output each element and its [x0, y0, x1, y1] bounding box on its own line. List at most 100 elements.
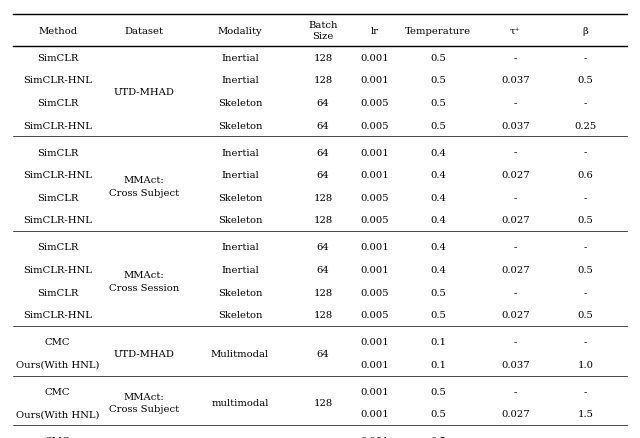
Text: -: - — [584, 288, 588, 297]
Text: 0.4: 0.4 — [431, 171, 447, 180]
Text: Ours(With HNL): Ours(With HNL) — [16, 410, 99, 419]
Text: SimCLR-HNL: SimCLR-HNL — [23, 121, 92, 131]
Text: 0.1: 0.1 — [431, 337, 447, 346]
Text: 0.4: 0.4 — [431, 148, 447, 157]
Text: 0.5: 0.5 — [431, 99, 446, 108]
Text: -: - — [513, 288, 517, 297]
Text: SimCLR-HNL: SimCLR-HNL — [23, 216, 92, 225]
Text: 64: 64 — [317, 99, 330, 108]
Text: 0.4: 0.4 — [431, 216, 447, 225]
Text: Skeleton: Skeleton — [218, 193, 262, 202]
Text: Skeleton: Skeleton — [218, 216, 262, 225]
Text: -: - — [584, 99, 588, 108]
Text: 0.5: 0.5 — [431, 121, 446, 131]
Text: 0.5: 0.5 — [431, 436, 446, 438]
Text: 128: 128 — [314, 193, 333, 202]
Text: lr: lr — [371, 27, 378, 35]
Text: 0.5: 0.5 — [578, 311, 593, 320]
Text: SimCLR-HNL: SimCLR-HNL — [23, 265, 92, 275]
Text: Inertial: Inertial — [221, 53, 259, 63]
Text: 0.001: 0.001 — [360, 53, 388, 63]
Text: 0.027: 0.027 — [501, 171, 529, 180]
Text: 128: 128 — [314, 76, 333, 85]
Text: SimCLR-HNL: SimCLR-HNL — [23, 76, 92, 85]
Text: 0.5: 0.5 — [431, 76, 446, 85]
Text: Inertial: Inertial — [221, 76, 259, 85]
Text: 0.037: 0.037 — [501, 76, 529, 85]
Text: CMC: CMC — [45, 387, 70, 396]
Text: 0.1: 0.1 — [431, 360, 447, 369]
Text: Inertial: Inertial — [221, 171, 259, 180]
Text: 128: 128 — [314, 53, 333, 63]
Text: 0.6: 0.6 — [578, 171, 593, 180]
Text: MMAct:
Cross Subject: MMAct: Cross Subject — [109, 176, 179, 197]
Text: 0.005: 0.005 — [360, 121, 388, 131]
Text: 0.25: 0.25 — [575, 121, 596, 131]
Text: 0.005: 0.005 — [360, 311, 388, 320]
Text: 0.037: 0.037 — [501, 360, 529, 369]
Text: 0.4: 0.4 — [431, 265, 447, 275]
Text: 0.001: 0.001 — [360, 337, 388, 346]
Text: -: - — [513, 193, 517, 202]
Text: 0.001: 0.001 — [360, 171, 388, 180]
Text: 0.5: 0.5 — [431, 53, 446, 63]
Text: 0.027: 0.027 — [501, 410, 529, 419]
Text: 128: 128 — [314, 288, 333, 297]
Text: Modality: Modality — [218, 27, 262, 35]
Text: 0.4: 0.4 — [431, 243, 447, 252]
Text: Dataset: Dataset — [125, 27, 163, 35]
Text: 128: 128 — [314, 216, 333, 225]
Text: 64: 64 — [317, 171, 330, 180]
Text: UTD-MHAD: UTD-MHAD — [113, 88, 175, 96]
Text: Mulitmodal: Mulitmodal — [211, 349, 269, 358]
Text: 0.001: 0.001 — [360, 76, 388, 85]
Text: Inertial: Inertial — [221, 265, 259, 275]
Text: 0.027: 0.027 — [501, 265, 529, 275]
Text: 0.005: 0.005 — [360, 288, 388, 297]
Text: 64: 64 — [317, 265, 330, 275]
Text: τ⁺: τ⁺ — [510, 27, 520, 35]
Text: 0.001: 0.001 — [360, 243, 388, 252]
Text: -: - — [513, 53, 517, 63]
Text: UTD-MHAD: UTD-MHAD — [113, 349, 175, 358]
Text: Inertial: Inertial — [221, 148, 259, 157]
Text: SimCLR: SimCLR — [37, 148, 78, 157]
Text: 0.005: 0.005 — [360, 99, 388, 108]
Text: 0.005: 0.005 — [360, 193, 388, 202]
Text: SimCLR-HNL: SimCLR-HNL — [23, 171, 92, 180]
Text: Ours(With HNL): Ours(With HNL) — [16, 360, 99, 369]
Text: -: - — [584, 148, 588, 157]
Text: -: - — [584, 193, 588, 202]
Text: Inertial: Inertial — [221, 243, 259, 252]
Text: 64: 64 — [317, 121, 330, 131]
Text: SimCLR: SimCLR — [37, 288, 78, 297]
Text: 128: 128 — [314, 398, 333, 407]
Text: 0.001: 0.001 — [360, 410, 388, 419]
Text: 0.5: 0.5 — [578, 76, 593, 85]
Text: 0.001: 0.001 — [360, 265, 388, 275]
Text: -: - — [584, 387, 588, 396]
Text: 1.0: 1.0 — [578, 360, 594, 369]
Text: 0.5: 0.5 — [431, 410, 446, 419]
Text: 0.4: 0.4 — [431, 193, 447, 202]
Text: 0.5: 0.5 — [431, 288, 446, 297]
Text: SimCLR: SimCLR — [37, 53, 78, 63]
Text: -: - — [584, 337, 588, 346]
Text: 64: 64 — [317, 243, 330, 252]
Text: -: - — [513, 436, 517, 438]
Text: -: - — [584, 436, 588, 438]
Text: SimCLR-HNL: SimCLR-HNL — [23, 311, 92, 320]
Text: 128: 128 — [314, 311, 333, 320]
Text: Skeleton: Skeleton — [218, 311, 262, 320]
Text: 64: 64 — [317, 349, 330, 358]
Text: CMC: CMC — [45, 337, 70, 346]
Text: -: - — [513, 243, 517, 252]
Text: Temperature: Temperature — [405, 27, 472, 35]
Text: 0.027: 0.027 — [501, 311, 529, 320]
Text: 0.5: 0.5 — [578, 216, 593, 225]
Text: -: - — [513, 148, 517, 157]
Text: -: - — [513, 337, 517, 346]
Text: -: - — [584, 53, 588, 63]
Text: SimCLR: SimCLR — [37, 193, 78, 202]
Text: -: - — [513, 387, 517, 396]
